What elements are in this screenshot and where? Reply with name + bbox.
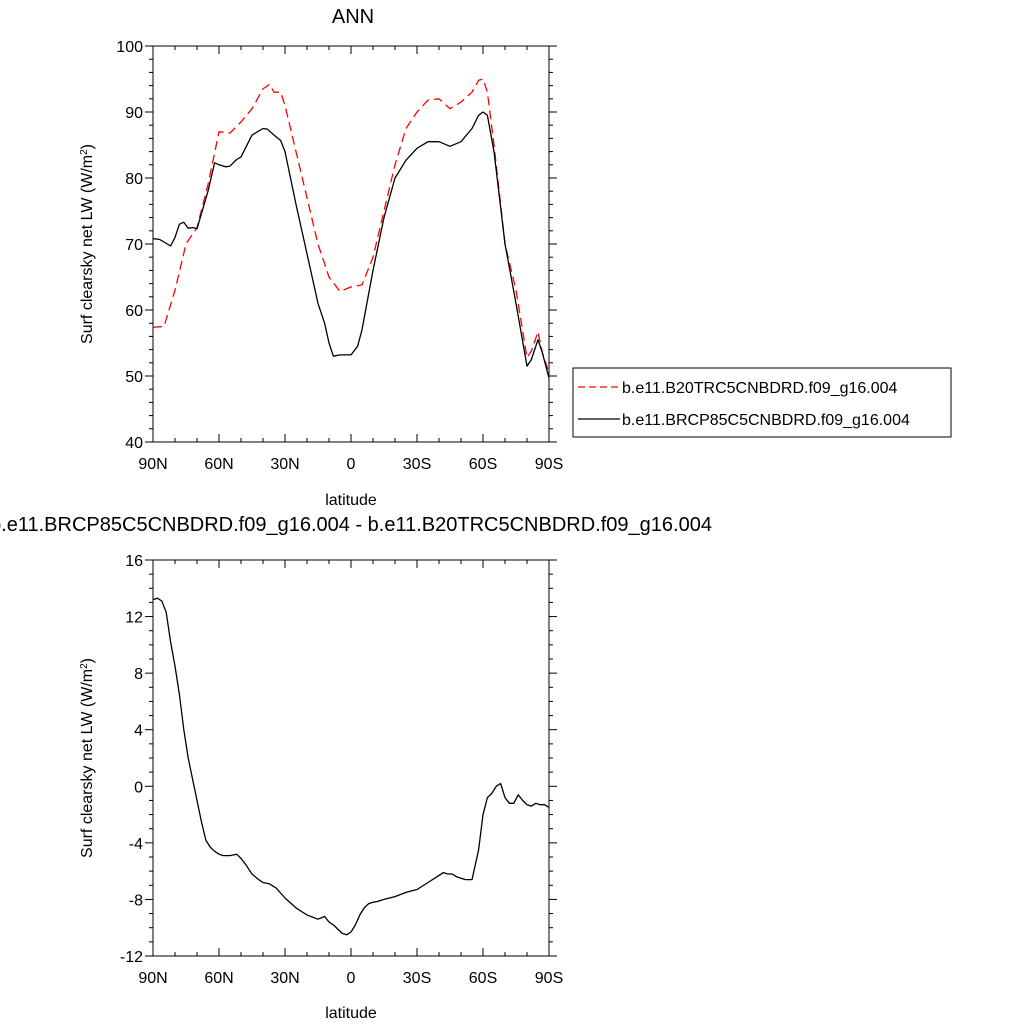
top-y-tick-label: 70 — [125, 237, 143, 254]
top-y-tick-label: 50 — [125, 369, 143, 386]
bottom-y-tick-label: -8 — [129, 892, 143, 909]
bottom-x-tick-label: 30N — [270, 970, 299, 987]
bottom-x-tick-label: 60S — [469, 970, 497, 987]
top-y-tick-label: 40 — [125, 435, 143, 452]
bottom-plot-frame — [152, 559, 550, 957]
bottom-y-tick-label: 4 — [134, 723, 143, 740]
legend-label-rcp85: b.e11.BRCP85C5CNBDRD.f09_g16.004 — [622, 412, 910, 429]
bottom-y-tick-label: 0 — [134, 779, 143, 796]
bottom-x-axis-label: latitude — [325, 1005, 377, 1022]
bottom-x-tick-label: 90S — [535, 970, 563, 987]
legend-label-historical: b.e11.B20TRC5CNBDRD.f09_g16.004 — [622, 380, 898, 397]
top-y-tick-label: 80 — [125, 171, 143, 188]
bottom-x-tick-label: 90N — [138, 970, 167, 987]
top-y-tick-label: 100 — [116, 39, 143, 56]
top-chart-title: ANN — [332, 6, 374, 28]
top-y-ticks: 40 50 60 70 80 90 100 — [116, 39, 557, 452]
top-series — [152, 78, 550, 379]
bottom-x-tick-label: 60N — [204, 970, 233, 987]
bottom-y-ticks: -12 -8 -4 0 4 8 12 16 — [120, 553, 557, 966]
top-x-tick-label: 30N — [270, 456, 299, 473]
bottom-y-tick-label: 8 — [134, 666, 143, 683]
bottom-x-tick-label: 0 — [347, 970, 356, 987]
bottom-y-tick-label: -4 — [129, 836, 143, 853]
top-x-ticks: 90N 60N 30N 0 30S 60S 90S — [138, 46, 563, 473]
bottom-panel: b.e11.BRCP85C5CNBDRD.f09_g16.004 - b.e11… — [0, 514, 712, 1022]
bottom-y-tick-label: 16 — [125, 553, 143, 570]
top-x-tick-label: 90S — [535, 456, 563, 473]
legend: b.e11.B20TRC5CNBDRD.f09_g16.004 b.e11.BR… — [572, 367, 952, 438]
bottom-y-axis-label: Surf clearsky net LW (W/m2) — [79, 658, 97, 858]
top-series-line-1 — [152, 111, 550, 379]
top-series-line-0 — [152, 78, 550, 373]
bottom-x-ticks: 90N 60N 30N 0 30S 60S 90S — [138, 560, 563, 987]
top-panel: ANN 90N 60N 30N 0 30S 60S 90S 405060708090100 … — [79, 6, 952, 509]
top-y-tick-label: 90 — [125, 105, 143, 122]
bottom-chart-title: b.e11.BRCP85C5CNBDRD.f09_g16.004 - b.e11… — [0, 514, 712, 536]
top-plot-frame — [152, 45, 550, 443]
bottom-y-tick-label: -12 — [120, 949, 143, 966]
bottom-x-tick-label: 30S — [403, 970, 431, 987]
top-x-tick-label: 60N — [204, 456, 233, 473]
top-x-tick-label: 60S — [469, 456, 497, 473]
bottom-y-tick-label: 12 — [125, 610, 143, 627]
legend-box — [572, 367, 952, 438]
top-x-tick-label: 90N — [138, 456, 167, 473]
bottom-series — [152, 597, 550, 936]
top-x-tick-label: 0 — [347, 456, 356, 473]
top-x-axis-label: latitude — [325, 492, 377, 509]
bottom-series-line-0 — [152, 597, 550, 936]
top-y-axis-label: Surf clearsky net LW (W/m2) — [79, 144, 97, 344]
top-y-tick-label: 60 — [125, 303, 143, 320]
top-x-tick-label: 30S — [403, 456, 431, 473]
